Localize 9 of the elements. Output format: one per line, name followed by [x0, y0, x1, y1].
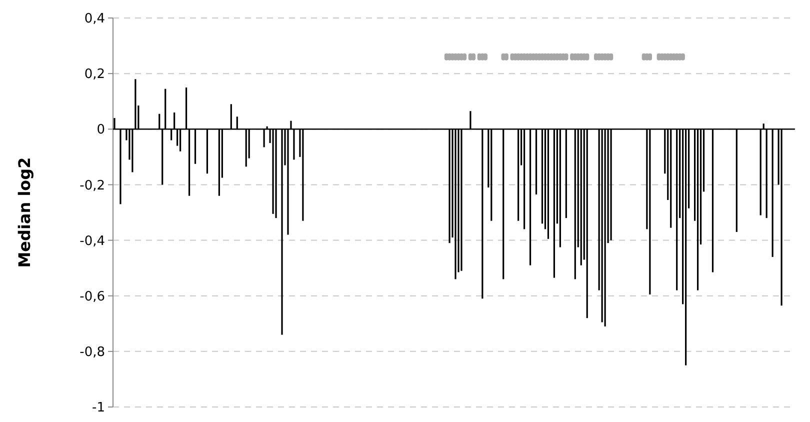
y-tick-label: 0 — [96, 122, 105, 138]
y-tick-label: 0,2 — [84, 67, 105, 82]
y-tick-label: -0,2 — [80, 178, 105, 194]
y-tick-label: 0,4 — [84, 12, 105, 27]
y-tick-label: -0,4 — [80, 234, 105, 249]
y-tick-label: -1 — [92, 400, 105, 416]
y-tick-label: -0,8 — [80, 344, 105, 360]
y-tick-label: -0,6 — [80, 289, 105, 304]
y-axis-title: Median log2 — [15, 157, 34, 268]
